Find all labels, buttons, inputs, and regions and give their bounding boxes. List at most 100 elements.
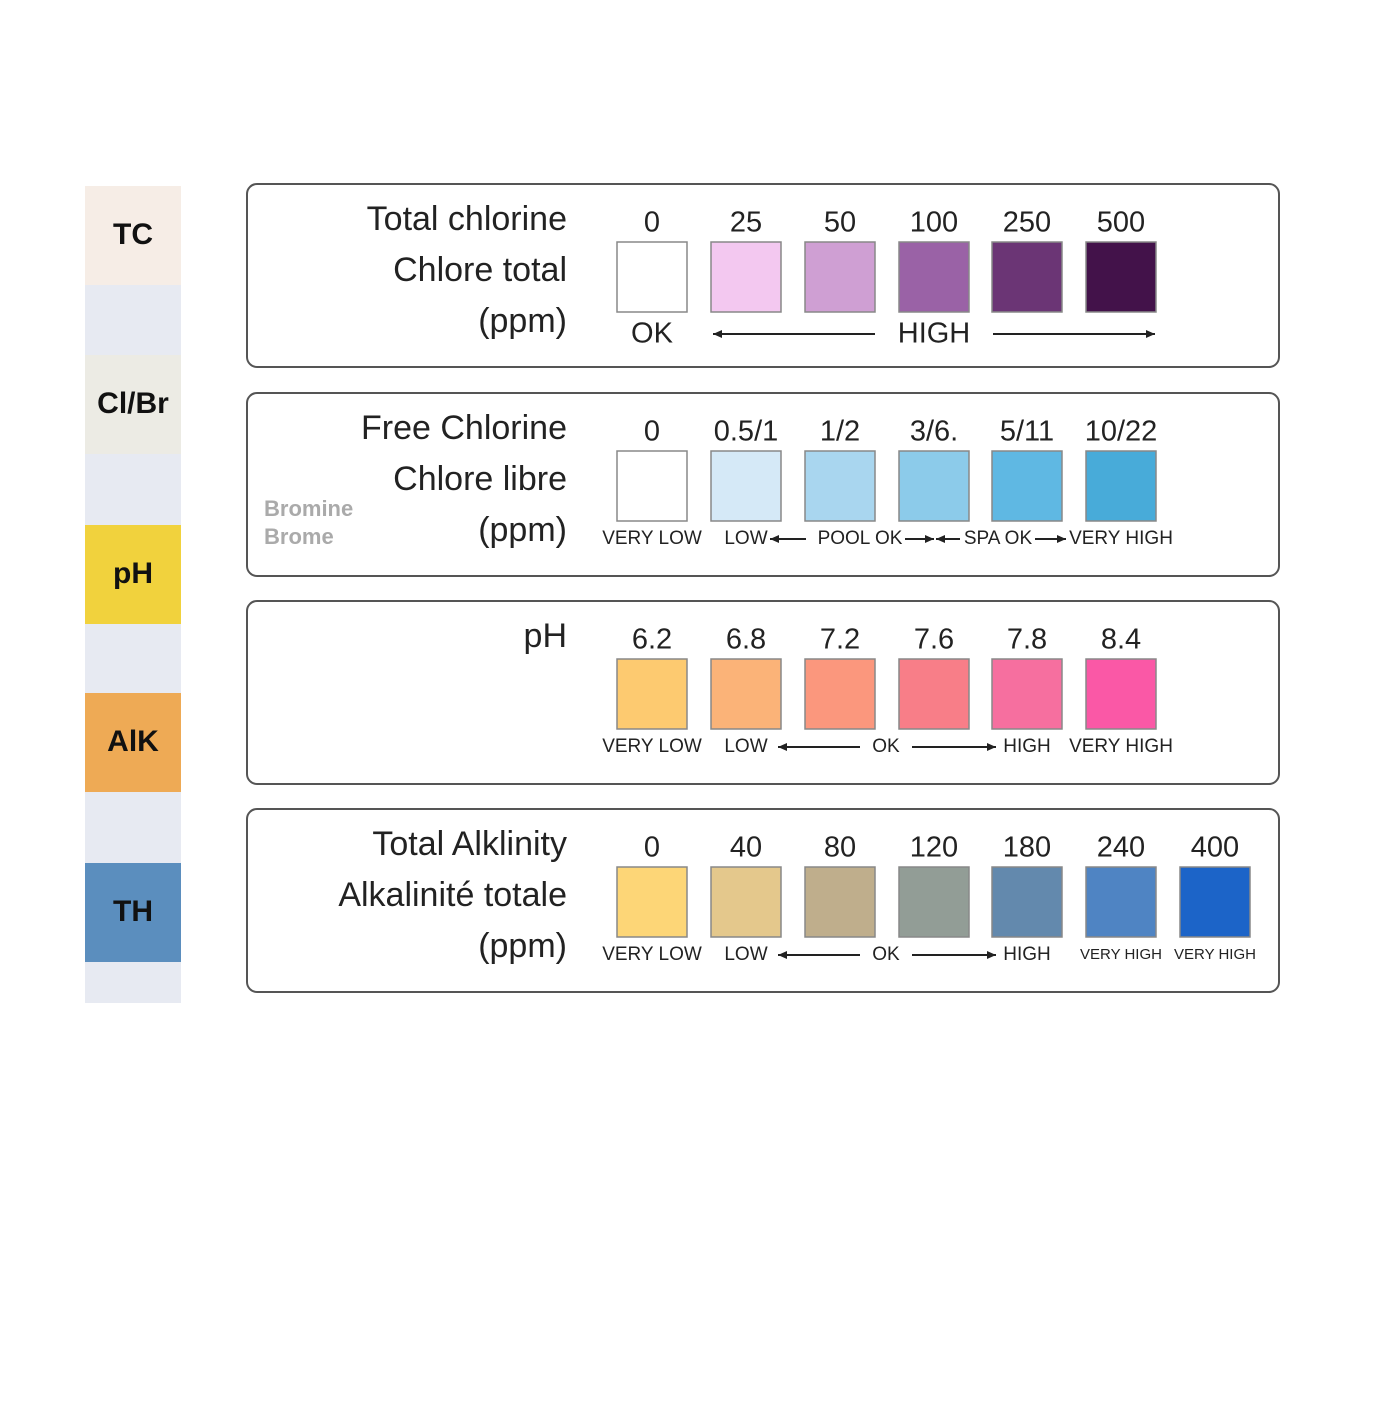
value-label: 50 (824, 207, 856, 239)
arrow-head (778, 951, 787, 959)
strip-pad (85, 186, 181, 285)
value-label: 7.6 (914, 624, 954, 656)
value-label: 100 (910, 207, 958, 239)
color-swatch (710, 450, 782, 522)
status-label: VERY HIGH (1174, 946, 1256, 963)
status-label: HIGH (1003, 736, 1051, 757)
color-swatch (991, 450, 1063, 522)
status-label: HIGH (1003, 944, 1051, 965)
color-swatch (804, 241, 876, 313)
value-label: 500 (1097, 207, 1145, 239)
strip-pad (85, 863, 181, 962)
row-title: Chlore total (393, 251, 567, 289)
value-label: 180 (1003, 832, 1051, 864)
status-label: LOW (724, 528, 767, 549)
value-label: 5/11 (1000, 416, 1054, 448)
color-swatch (991, 241, 1063, 313)
row-title: (ppm) (478, 927, 567, 965)
color-swatch (898, 241, 970, 313)
panel (246, 183, 1280, 368)
status-label: VERY HIGH (1080, 946, 1162, 963)
color-swatch (616, 241, 688, 313)
color-swatch (1085, 658, 1157, 730)
status-label: OK (631, 318, 674, 350)
row-title: Total chlorine (367, 200, 567, 238)
color-swatch (1085, 866, 1157, 938)
row-note: Brome (264, 524, 334, 549)
value-label: 1/2 (820, 416, 860, 448)
row-title: (ppm) (478, 302, 567, 340)
arrow-head (778, 743, 787, 751)
row-title: pH (524, 617, 567, 655)
status-label: VERY LOW (602, 528, 702, 549)
color-swatch (616, 866, 688, 938)
value-label: 6.2 (632, 624, 672, 656)
color-swatch (710, 866, 782, 938)
value-label: 7.8 (1007, 624, 1047, 656)
value-label: 10/22 (1085, 416, 1158, 448)
strip-pad-label: Cl/Br (97, 387, 169, 420)
arrow-head (713, 330, 722, 338)
color-swatch (710, 241, 782, 313)
value-label: 3/6. (910, 416, 958, 448)
strip-pad (85, 693, 181, 792)
value-label: 80 (824, 832, 856, 864)
value-label: 0 (644, 832, 660, 864)
value-label: 7.2 (820, 624, 860, 656)
row-note: Bromine (264, 496, 353, 521)
color-swatch (991, 866, 1063, 938)
color-swatch (1085, 450, 1157, 522)
color-swatch (804, 866, 876, 938)
status-label: LOW (724, 944, 767, 965)
status-label: LOW (724, 736, 767, 757)
panel (246, 600, 1280, 785)
color-swatch (1179, 866, 1251, 938)
status-label: VERY HIGH (1069, 736, 1173, 757)
status-label: POOL OK (818, 528, 903, 549)
panel (246, 808, 1280, 993)
arrow-head (987, 951, 996, 959)
strip-pad-label: TH (113, 895, 153, 928)
color-swatch (616, 658, 688, 730)
color-swatch (710, 658, 782, 730)
row-title: Total Alklinity (372, 825, 567, 863)
status-label: VERY HIGH (1069, 528, 1173, 549)
status-label: HIGH (898, 318, 971, 350)
strip-pad-label: TC (113, 218, 153, 251)
value-label: 6.8 (726, 624, 766, 656)
value-label: 240 (1097, 832, 1145, 864)
arrow-head (936, 535, 945, 543)
row-title: Alkalinité totale (338, 876, 567, 914)
status-label: VERY LOW (602, 944, 702, 965)
panel (246, 392, 1280, 577)
value-label: 40 (730, 832, 762, 864)
color-swatch (616, 450, 688, 522)
color-swatch (898, 450, 970, 522)
strip-pad (85, 525, 181, 624)
row-title: Free Chlorine (361, 409, 567, 447)
arrow-head (1146, 330, 1155, 338)
arrow-head (770, 535, 779, 543)
value-label: 8.4 (1101, 624, 1141, 656)
color-swatch (804, 450, 876, 522)
arrow-head (925, 535, 934, 543)
status-label: VERY LOW (602, 736, 702, 757)
row-title: Chlore libre (393, 460, 567, 498)
value-label: 0.5/1 (714, 416, 779, 448)
strip-pad-label: AlK (107, 725, 159, 758)
status-label: SPA OK (964, 528, 1033, 549)
arrow-head (1057, 535, 1066, 543)
value-label: 120 (910, 832, 958, 864)
status-label: OK (872, 736, 900, 757)
color-swatch (991, 658, 1063, 730)
strip-pad-label: pH (113, 557, 153, 590)
color-swatch (898, 866, 970, 938)
value-label: 250 (1003, 207, 1051, 239)
color-swatch (898, 658, 970, 730)
status-label: OK (872, 944, 900, 965)
color-swatch (1085, 241, 1157, 313)
value-label: 0 (644, 207, 660, 239)
strip-pad (85, 355, 181, 454)
arrow-head (987, 743, 996, 751)
